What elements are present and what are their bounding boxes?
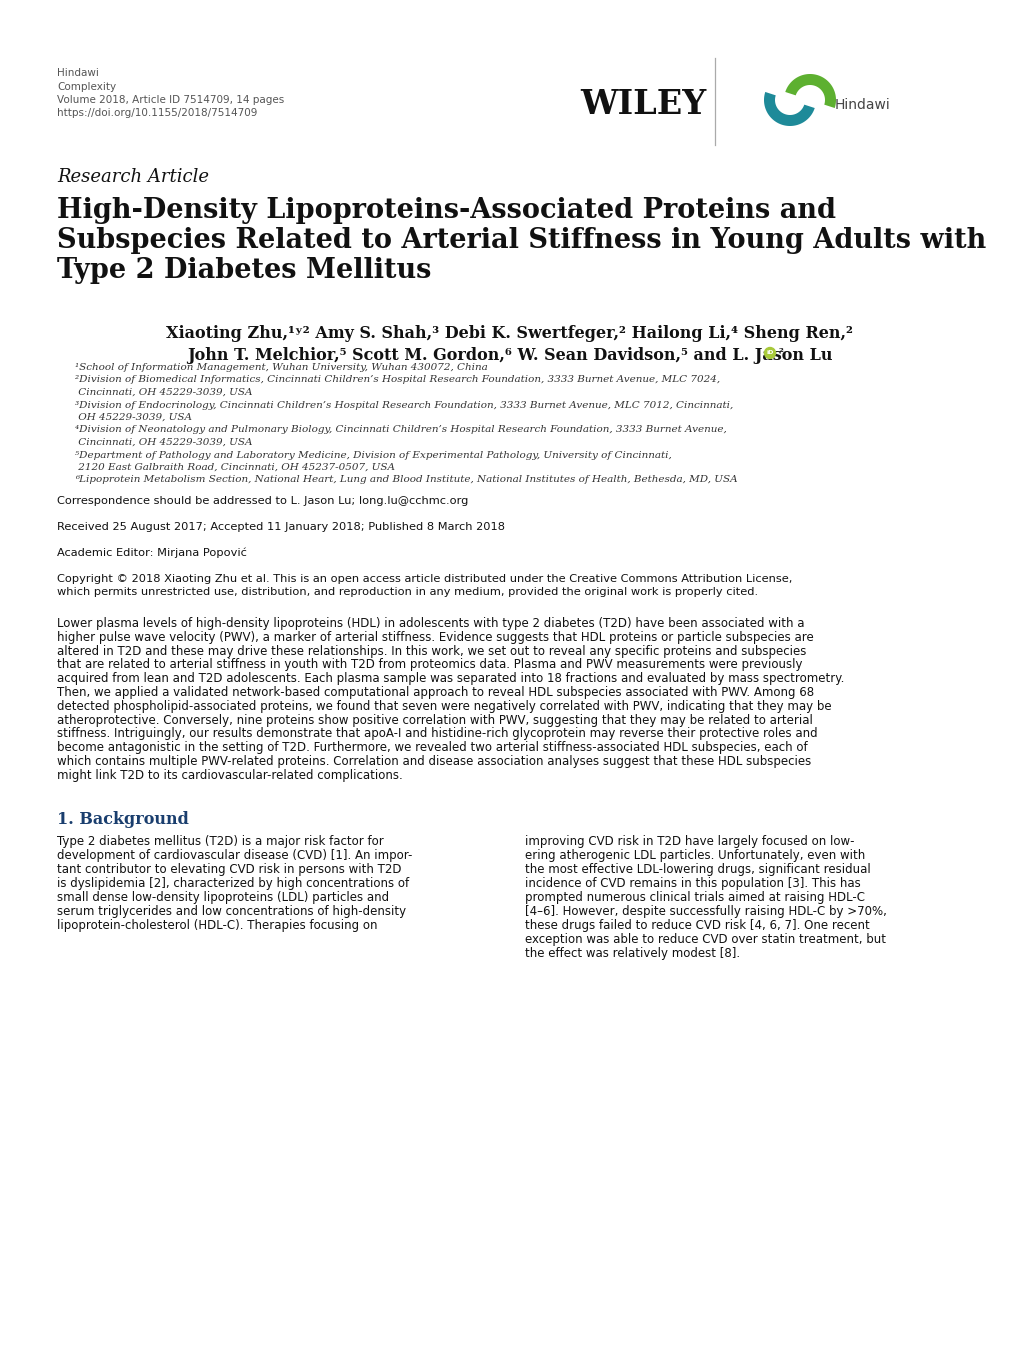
Text: ³Division of Endocrinology, Cincinnati Children’s Hospital Research Foundation, : ³Division of Endocrinology, Cincinnati C… <box>75 401 733 409</box>
Polygon shape <box>785 73 836 107</box>
Text: Cincinnati, OH 45229-3039, USA: Cincinnati, OH 45229-3039, USA <box>75 438 253 447</box>
Text: prompted numerous clinical trials aimed at raising HDL-C: prompted numerous clinical trials aimed … <box>525 890 864 904</box>
Text: Type 2 diabetes mellitus (T2D) is a major risk factor for: Type 2 diabetes mellitus (T2D) is a majo… <box>57 834 383 848</box>
Text: Lower plasma levels of high-density lipoproteins (HDL) in adolescents with type : Lower plasma levels of high-density lipo… <box>57 617 804 631</box>
Text: ering atherogenic LDL particles. Unfortunately, even with: ering atherogenic LDL particles. Unfortu… <box>525 848 864 862</box>
Text: ⁵Department of Pathology and Laboratory Medicine, Division of Experimental Patho: ⁵Department of Pathology and Laboratory … <box>75 450 672 459</box>
Text: John T. Melchior,⁵ Scott M. Gordon,⁶ W. Sean Davidson,⁵ and L. Jason Lu: John T. Melchior,⁵ Scott M. Gordon,⁶ W. … <box>187 347 832 364</box>
Text: Hindawi: Hindawi <box>835 98 890 111</box>
Text: that are related to arterial stiffness in youth with T2D from proteomics data. P: that are related to arterial stiffness i… <box>57 658 802 671</box>
Text: Correspondence should be addressed to L. Jason Lu; long.lu@cchmc.org: Correspondence should be addressed to L.… <box>57 496 468 506</box>
Text: ¹School of Information Management, Wuhan University, Wuhan 430072, China: ¹School of Information Management, Wuhan… <box>75 363 487 372</box>
Text: serum triglycerides and low concentrations of high-density: serum triglycerides and low concentratio… <box>57 905 406 917</box>
Polygon shape <box>763 92 814 126</box>
Text: High-Density Lipoproteins-Associated Proteins and: High-Density Lipoproteins-Associated Pro… <box>57 197 836 224</box>
Text: acquired from lean and T2D adolescents. Each plasma sample was separated into 18: acquired from lean and T2D adolescents. … <box>57 673 844 685</box>
Text: atheroprotective. Conversely, nine proteins show positive correlation with PWV, : atheroprotective. Conversely, nine prote… <box>57 713 812 727</box>
Text: iD: iD <box>765 351 773 356</box>
Text: these drugs failed to reduce CVD risk [4, 6, 7]. One recent: these drugs failed to reduce CVD risk [4… <box>525 919 869 932</box>
Text: [4–6]. However, despite successfully raising HDL-C by >70%,: [4–6]. However, despite successfully rai… <box>525 905 886 917</box>
Text: become antagonistic in the setting of T2D. Furthermore, we revealed two arterial: become antagonistic in the setting of T2… <box>57 741 807 754</box>
Text: the effect was relatively modest [8].: the effect was relatively modest [8]. <box>525 947 740 959</box>
Text: ⁴Division of Neonatology and Pulmonary Biology, Cincinnati Children’s Hospital R: ⁴Division of Neonatology and Pulmonary B… <box>75 425 727 435</box>
Text: improving CVD risk in T2D have largely focused on low-: improving CVD risk in T2D have largely f… <box>525 834 854 848</box>
Text: Xiaoting Zhu,¹ʸ² Amy S. Shah,³ Debi K. Swertfeger,² Hailong Li,⁴ Sheng Ren,²: Xiaoting Zhu,¹ʸ² Amy S. Shah,³ Debi K. S… <box>166 325 853 342</box>
Text: tant contributor to elevating CVD risk in persons with T2D: tant contributor to elevating CVD risk i… <box>57 863 401 875</box>
Text: ⁶Lipoprotein Metabolism Section, National Heart, Lung and Blood Institute, Natio: ⁶Lipoprotein Metabolism Section, Nationa… <box>75 476 737 485</box>
Text: 2120 East Galbraith Road, Cincinnati, OH 45237-0507, USA: 2120 East Galbraith Road, Cincinnati, OH… <box>75 463 394 472</box>
Text: Hindawi: Hindawi <box>57 68 99 77</box>
Text: detected phospholipid-associated proteins, we found that seven were negatively c: detected phospholipid-associated protein… <box>57 700 830 713</box>
Text: https://doi.org/10.1155/2018/7514709: https://doi.org/10.1155/2018/7514709 <box>57 109 257 118</box>
Text: ²: ² <box>779 347 784 357</box>
Text: WILEY: WILEY <box>580 88 706 121</box>
Text: Type 2 Diabetes Mellitus: Type 2 Diabetes Mellitus <box>57 257 431 284</box>
Text: the most effective LDL-lowering drugs, significant residual: the most effective LDL-lowering drugs, s… <box>525 863 870 875</box>
Circle shape <box>764 348 774 359</box>
Text: Volume 2018, Article ID 7514709, 14 pages: Volume 2018, Article ID 7514709, 14 page… <box>57 95 284 105</box>
Text: exception was able to reduce CVD over statin treatment, but: exception was able to reduce CVD over st… <box>525 932 886 946</box>
Text: Complexity: Complexity <box>57 82 116 91</box>
Text: development of cardiovascular disease (CVD) [1]. An impor-: development of cardiovascular disease (C… <box>57 848 412 862</box>
Text: altered in T2D and these may drive these relationships. In this work, we set out: altered in T2D and these may drive these… <box>57 644 806 658</box>
Text: which contains multiple PWV-related proteins. Correlation and disease associatio: which contains multiple PWV-related prot… <box>57 756 810 768</box>
Text: ²Division of Biomedical Informatics, Cincinnati Children’s Hospital Research Fou: ²Division of Biomedical Informatics, Cin… <box>75 375 719 385</box>
Text: higher pulse wave velocity (PWV), a marker of arterial stiffness. Evidence sugge: higher pulse wave velocity (PWV), a mark… <box>57 631 813 644</box>
Text: Received 25 August 2017; Accepted 11 January 2018; Published 8 March 2018: Received 25 August 2017; Accepted 11 Jan… <box>57 522 504 531</box>
Text: Academic Editor: Mirjana Popović: Academic Editor: Mirjana Popović <box>57 548 247 559</box>
Text: Then, we applied a validated network-based computational approach to reveal HDL : Then, we applied a validated network-bas… <box>57 686 813 699</box>
Text: incidence of CVD remains in this population [3]. This has: incidence of CVD remains in this populat… <box>525 877 860 890</box>
Text: Copyright © 2018 Xiaoting Zhu et al. This is an open access article distributed : Copyright © 2018 Xiaoting Zhu et al. Thi… <box>57 573 792 584</box>
Text: small dense low-density lipoproteins (LDL) particles and: small dense low-density lipoproteins (LD… <box>57 890 388 904</box>
Text: OH 45229-3039, USA: OH 45229-3039, USA <box>75 413 192 423</box>
Text: 1. Background: 1. Background <box>57 810 189 828</box>
Text: Subspecies Related to Arterial Stiffness in Young Adults with: Subspecies Related to Arterial Stiffness… <box>57 227 985 254</box>
Text: which permits unrestricted use, distribution, and reproduction in any medium, pr: which permits unrestricted use, distribu… <box>57 587 757 597</box>
Text: Research Article: Research Article <box>57 169 209 186</box>
Text: might link T2D to its cardiovascular-related complications.: might link T2D to its cardiovascular-rel… <box>57 769 403 781</box>
Text: is dyslipidemia [2], characterized by high concentrations of: is dyslipidemia [2], characterized by hi… <box>57 877 409 890</box>
Text: lipoprotein-cholesterol (HDL-C). Therapies focusing on: lipoprotein-cholesterol (HDL-C). Therapi… <box>57 919 377 932</box>
Text: Cincinnati, OH 45229-3039, USA: Cincinnati, OH 45229-3039, USA <box>75 389 253 397</box>
Text: stiffness. Intriguingly, our results demonstrate that apoA-I and histidine-rich : stiffness. Intriguingly, our results dem… <box>57 727 817 741</box>
